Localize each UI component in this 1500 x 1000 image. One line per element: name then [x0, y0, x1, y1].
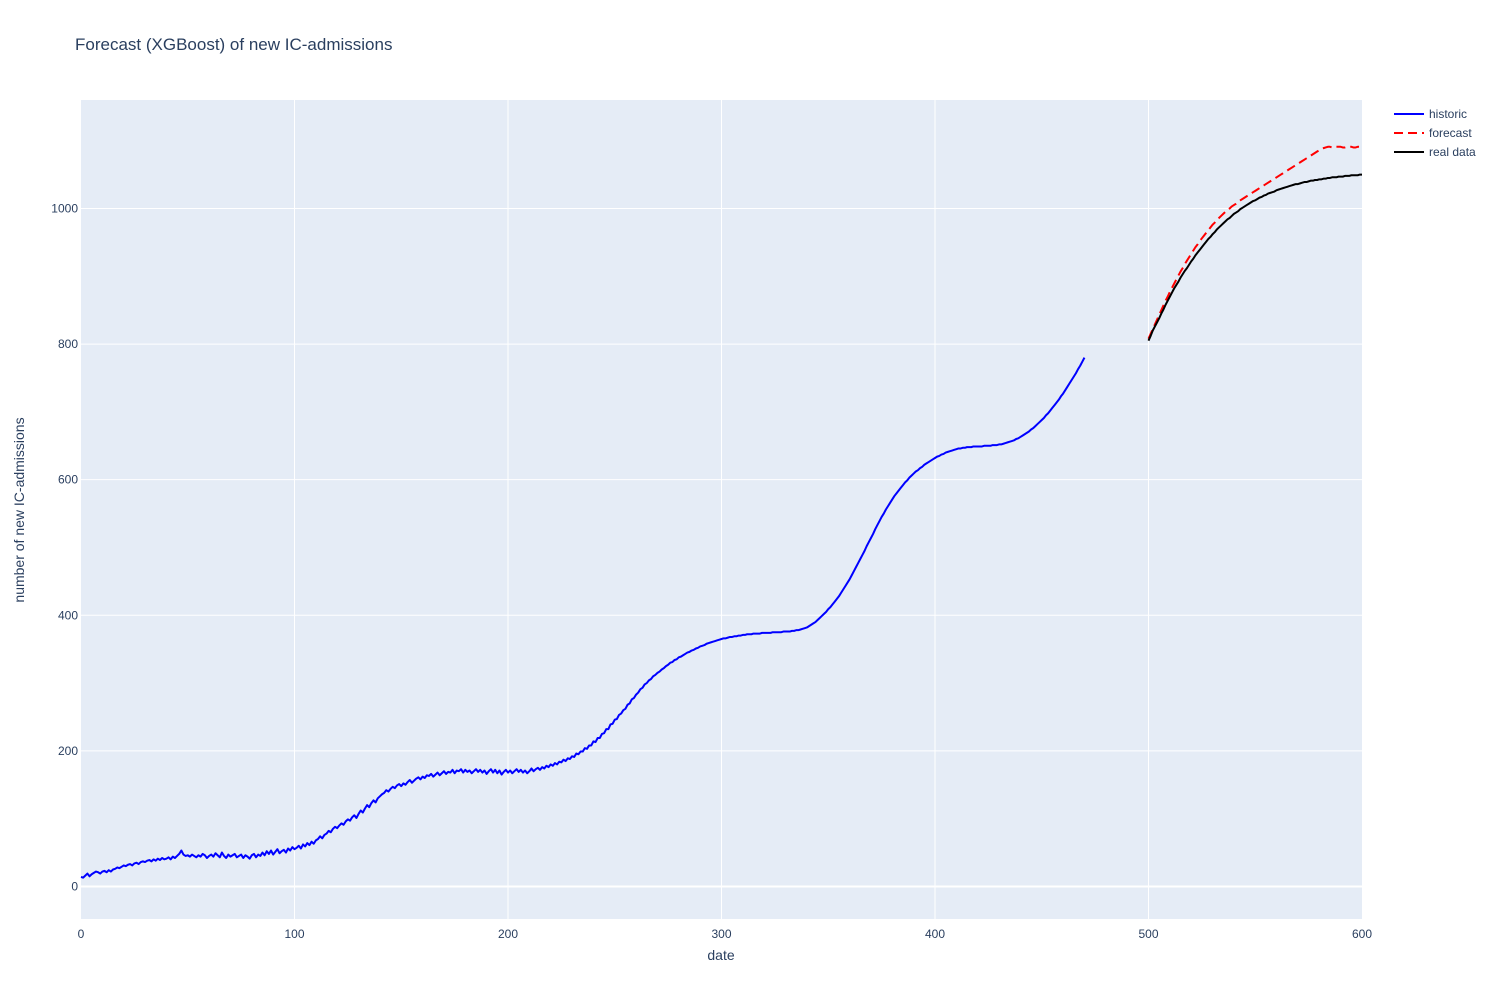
legend-label: real data	[1429, 145, 1476, 159]
axis-ticks: 0 100 200 300 400 500 600 0 200 400 600 800 1000	[51, 201, 1372, 941]
series-line-historic	[80, 357, 1086, 879]
legend-item-historic[interactable]: historic	[1394, 107, 1467, 121]
x-tick-label: 400	[925, 927, 945, 941]
y-tick-label: 1000	[51, 201, 78, 215]
x-axis-title: date	[707, 947, 734, 963]
chart-title: Forecast (XGBoost) of new IC-admissions	[75, 35, 392, 54]
x-tick-label: 100	[284, 927, 304, 941]
legend-label: historic	[1429, 107, 1467, 121]
x-tick-label: 600	[1352, 927, 1372, 941]
y-tick-label: 600	[58, 473, 78, 487]
legend-label: forecast	[1429, 126, 1472, 140]
series-lines	[80, 145, 1362, 879]
legend[interactable]: historic forecast real data	[1394, 107, 1476, 159]
x-tick-label: 300	[711, 927, 731, 941]
x-tick-label: 200	[498, 927, 518, 941]
legend-item-forecast[interactable]: forecast	[1394, 126, 1472, 140]
x-tick-label: 500	[1138, 927, 1158, 941]
legend-item-real-data[interactable]: real data	[1394, 145, 1476, 159]
y-axis-title: number of new IC-admissions	[11, 417, 27, 602]
y-tick-label: 0	[71, 879, 78, 893]
grid-lines	[81, 100, 1362, 919]
y-tick-label: 800	[58, 337, 78, 351]
series-line-forecast	[1147, 145, 1362, 340]
y-tick-label: 400	[58, 608, 78, 622]
x-tick-label: 0	[78, 927, 85, 941]
y-tick-label: 200	[58, 744, 78, 758]
series-line-real-data	[1147, 173, 1362, 342]
